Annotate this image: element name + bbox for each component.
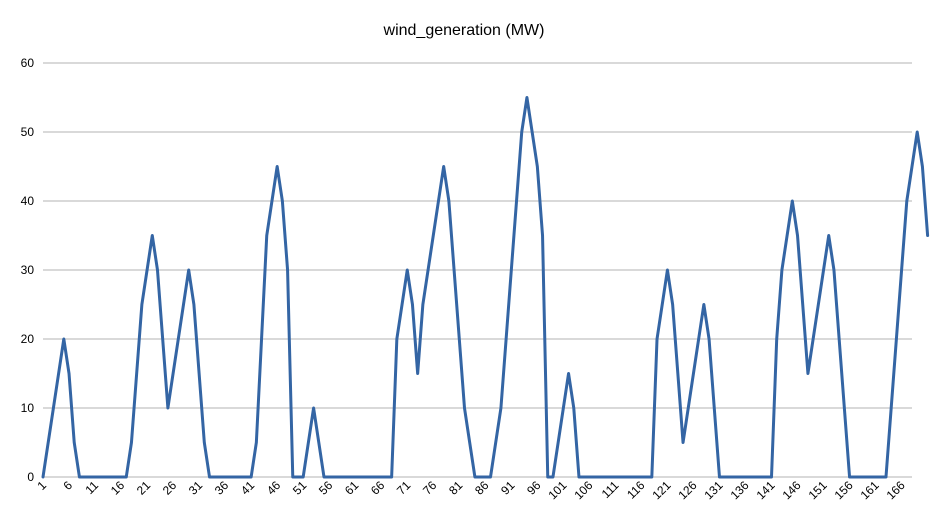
- x-tick-label: 101: [545, 478, 569, 502]
- x-tick-label: 76: [420, 478, 440, 498]
- y-tick-label: 20: [21, 332, 35, 346]
- chart-title: wind_generation (MW): [383, 22, 545, 39]
- x-tick-label: 1: [34, 478, 49, 493]
- series-line-1: [41, 96, 930, 479]
- x-tick-label: 71: [394, 478, 414, 498]
- x-tick-label: 141: [754, 478, 778, 502]
- x-tick-label: 161: [858, 478, 882, 502]
- y-tick-label: 40: [21, 194, 35, 208]
- x-tick-label: 156: [832, 478, 856, 502]
- x-tick-label: 61: [342, 478, 362, 498]
- x-tick-label: 16: [108, 478, 128, 498]
- x-tick-label: 126: [676, 478, 700, 502]
- series-layer: [41, 96, 930, 479]
- x-tick-label: 41: [238, 478, 258, 498]
- x-tick-label: 111: [599, 478, 622, 501]
- x-tick-label: 56: [316, 478, 336, 498]
- y-tick-label: 30: [21, 263, 35, 277]
- x-tick-label: 6: [61, 478, 76, 493]
- y-axis-tick-labels: 0 10 20 30 40 50 60: [21, 56, 35, 484]
- x-tick-label: 96: [524, 478, 544, 498]
- x-tick-label: 66: [368, 478, 388, 498]
- x-tick-label: 106: [571, 478, 595, 502]
- x-tick-label: 21: [134, 478, 154, 498]
- x-tick-label: 146: [780, 478, 804, 502]
- x-tick-label: 136: [728, 478, 752, 502]
- x-tick-label: 46: [264, 478, 284, 498]
- y-tick-label: 50: [21, 125, 35, 139]
- x-tick-label: 166: [884, 478, 908, 502]
- x-tick-label: 121: [649, 478, 673, 502]
- x-tick-label: 26: [160, 478, 180, 498]
- x-tick-label: 51: [290, 478, 310, 498]
- x-tick-label: 116: [624, 478, 648, 502]
- x-tick-label: 131: [702, 478, 726, 502]
- x-tick-label: 86: [472, 478, 492, 498]
- x-tick-label: 91: [498, 478, 518, 498]
- x-tick-label: 36: [212, 478, 232, 498]
- x-axis-tick-labels: 1 6 11 16 21 26 31 36 41 46 51 56 61 66 71 76 81 86 91 96 10…: [34, 478, 907, 502]
- x-tick-label: 31: [186, 478, 206, 498]
- x-tick-label: 151: [806, 478, 830, 502]
- y-tick-label: 10: [21, 401, 35, 415]
- y-tick-label: 60: [21, 56, 35, 70]
- x-tick-label: 81: [446, 478, 466, 498]
- x-tick-label: 11: [82, 478, 101, 497]
- y-tick-label: 0: [27, 470, 34, 484]
